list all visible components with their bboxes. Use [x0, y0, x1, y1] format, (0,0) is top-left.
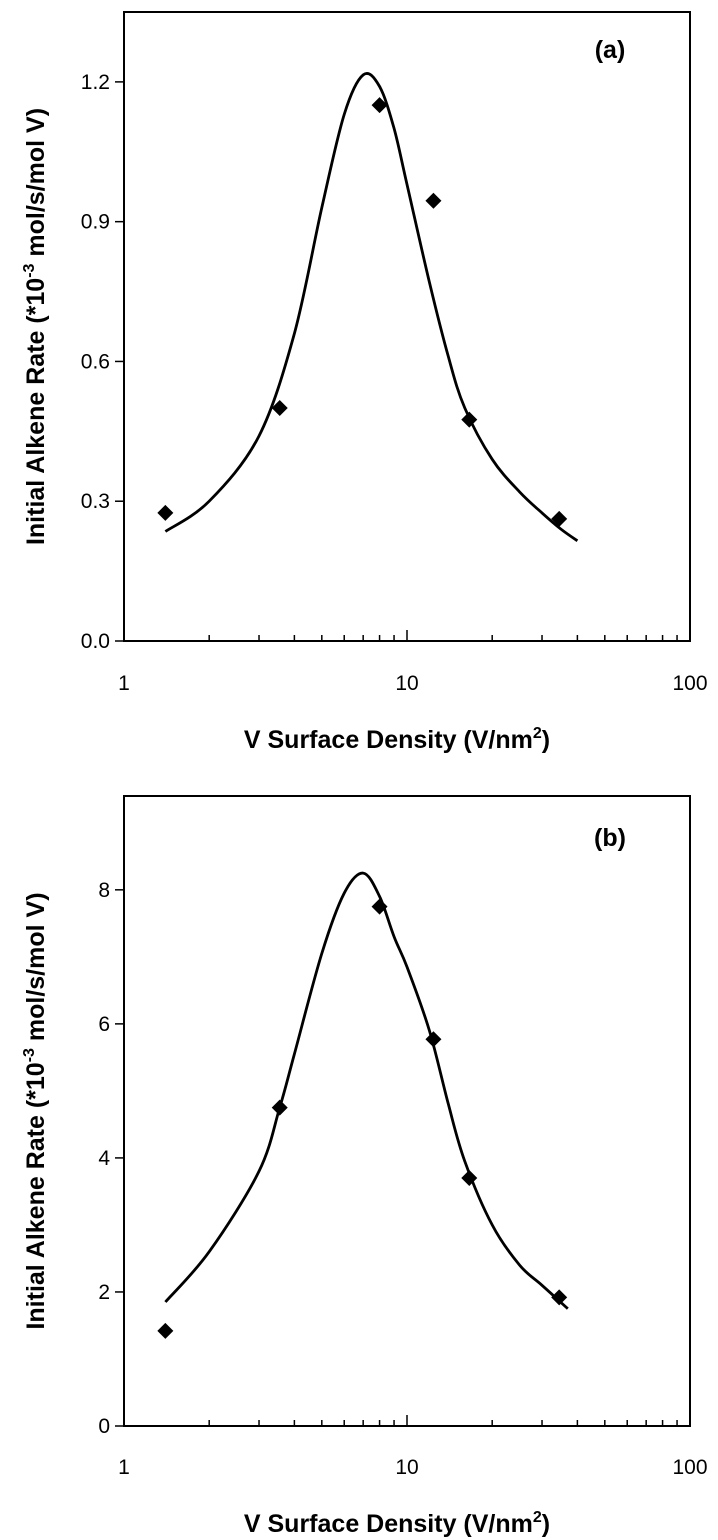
- data-point: [157, 1322, 174, 1339]
- x-axis-title: V Surface Density (V/nm2): [244, 1509, 550, 1538]
- x-tick-label: 100: [672, 1456, 707, 1479]
- data-point: [271, 400, 288, 417]
- panel-label: (a): [595, 36, 626, 64]
- y-axis-title: Initial Alkene Rate (*10-3 mol/s/mol V): [21, 892, 50, 1329]
- chart-panel-a: 1 10 100 0.0 0.3 0.6 0.9 1.2 V Surface Density (…: [21, 11, 708, 754]
- y-tick-label: 0.3: [81, 490, 110, 513]
- data-point: [271, 1099, 288, 1116]
- fit-curve: [164, 72, 579, 542]
- data-point: [551, 510, 568, 527]
- panel-label: (b): [594, 824, 626, 852]
- y-tick-label: 8: [98, 879, 110, 902]
- data-point: [157, 504, 174, 521]
- x-tick-label: 1: [118, 1456, 130, 1479]
- y-axis-title: Initial Alkene Rate (*10-3 mol/s/mol V): [21, 108, 50, 545]
- data-point: [461, 411, 478, 428]
- plot-frame: [123, 11, 691, 642]
- y-tick-label: 6: [98, 1013, 110, 1036]
- data-point: [461, 1170, 478, 1187]
- data-point: [371, 97, 388, 114]
- y-tick-label: 0.0: [81, 630, 110, 653]
- data-point: [551, 1289, 568, 1306]
- chart-panel-b: 1 10 100 0 2 4 6 8 V Surface Density (V/nm2) Init…: [21, 795, 708, 1538]
- x-tick-label: 1: [118, 672, 130, 695]
- y-tick-label: 0.6: [81, 350, 110, 373]
- x-tick-label: 10: [395, 672, 418, 695]
- y-tick-label: 4: [98, 1147, 110, 1170]
- y-tick-label: 1.2: [81, 71, 110, 94]
- data-point: [371, 898, 388, 915]
- x-tick-label: 10: [395, 1456, 418, 1479]
- x-axis-title: V Surface Density (V/nm2): [244, 725, 550, 754]
- data-point: [425, 1031, 442, 1048]
- y-tick-label: 0.9: [81, 211, 110, 234]
- y-tick-label: 0: [98, 1415, 110, 1438]
- y-tick-label: 2: [98, 1281, 110, 1304]
- data-point: [425, 192, 442, 209]
- plot-frame: [123, 795, 691, 1427]
- x-tick-label: 100: [672, 672, 707, 695]
- fit-curve: [164, 871, 569, 1310]
